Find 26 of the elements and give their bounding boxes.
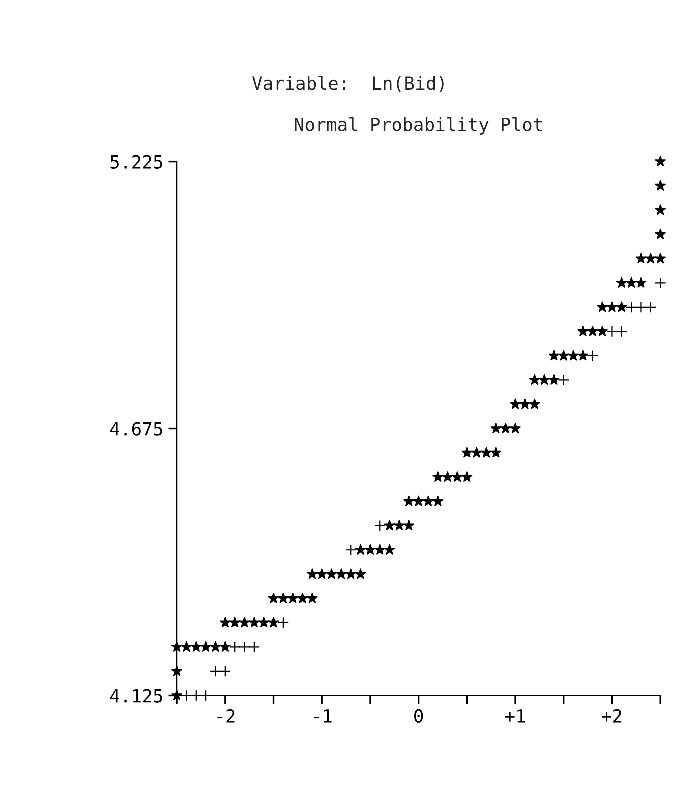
x-tick-label: +1 (505, 710, 526, 723)
point (626, 302, 638, 314)
x-tick-label: -1 (314, 710, 332, 723)
chart-subtitle: Variable: Ln(Bid) (252, 76, 444, 92)
point (248, 641, 260, 653)
y-tick-label: 5.225 (110, 155, 162, 169)
point (616, 326, 628, 338)
point (374, 520, 386, 532)
x-tick-label: +2 (602, 709, 622, 723)
point (558, 374, 570, 386)
point (239, 641, 250, 653)
y-tick-label: 4.675 (110, 422, 162, 436)
x-tick-label: 0 (414, 709, 424, 724)
x-tick-label: -2 (218, 709, 235, 723)
point (645, 302, 657, 314)
point (606, 326, 618, 338)
point (636, 302, 647, 314)
point (654, 277, 666, 289)
point (587, 350, 599, 362)
point (229, 641, 241, 653)
point (210, 666, 222, 678)
point (345, 544, 357, 556)
chart-title: Normal Probability Plot (295, 117, 542, 135)
y-tick-label: 4.125 (110, 689, 162, 703)
point (220, 666, 232, 678)
point (278, 617, 290, 629)
